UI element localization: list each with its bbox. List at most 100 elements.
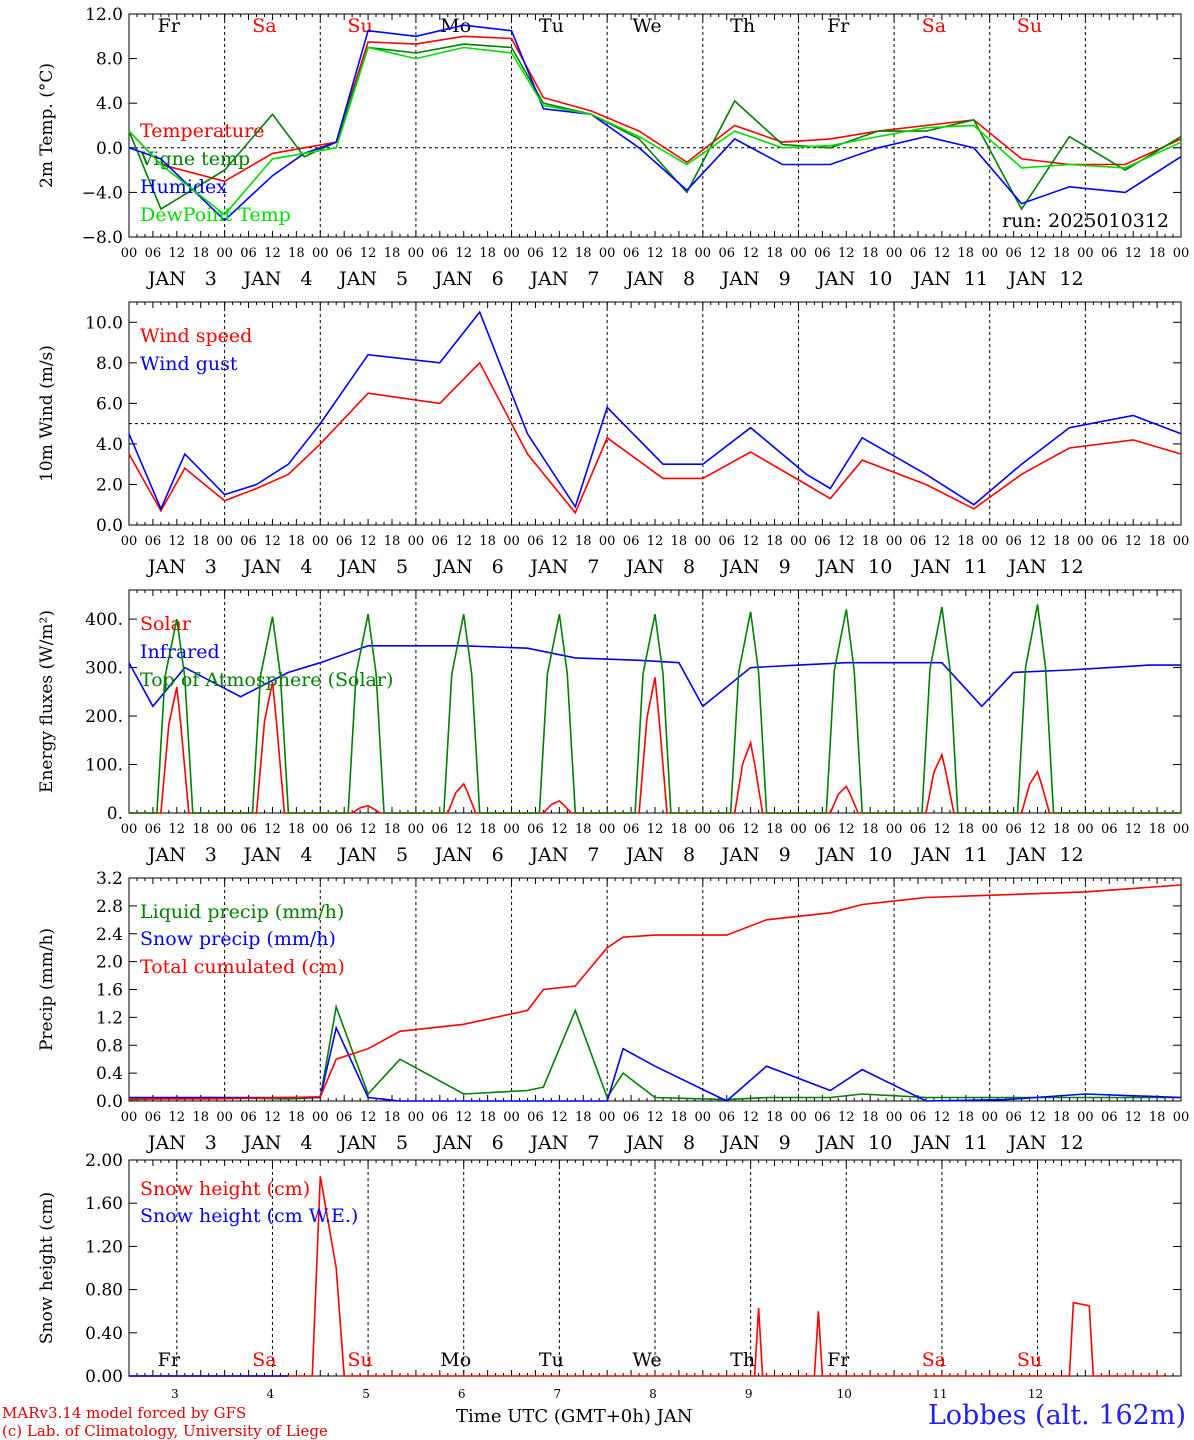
weekday-label: Tu bbox=[539, 15, 564, 37]
x-month-label: JAN bbox=[1007, 268, 1047, 290]
x-hour-label: 18 bbox=[1053, 246, 1070, 261]
x-month-label: JAN bbox=[337, 844, 377, 866]
x-hour-label: 00 bbox=[1077, 534, 1094, 549]
weekday-label: Su bbox=[1017, 15, 1042, 37]
x-day-label: 7 bbox=[587, 556, 599, 578]
x-day-label: 9 bbox=[779, 1132, 791, 1154]
series-line-wind-speed bbox=[128, 361, 1182, 515]
x-hour-label: 06 bbox=[145, 534, 162, 549]
legend-entry: Snow height (cm W.E.) bbox=[140, 1205, 358, 1227]
x-hour-label: 18 bbox=[958, 246, 975, 261]
x-hour-label: 12 bbox=[838, 1110, 855, 1125]
x-month-label: JAN bbox=[624, 268, 664, 290]
y-tick-label: 0.00 bbox=[85, 1367, 123, 1387]
x-hour-label: 00 bbox=[981, 246, 998, 261]
x-day-label: 9 bbox=[779, 844, 791, 866]
x-month-label: JAN bbox=[815, 1132, 855, 1154]
x-hour-label: 18 bbox=[671, 534, 688, 549]
x-hour-label: 18 bbox=[1149, 534, 1166, 549]
x-hour-label: 00 bbox=[1173, 822, 1190, 837]
x-hour-label: 06 bbox=[432, 1110, 449, 1125]
x-day-number: 12 bbox=[1028, 1387, 1043, 1401]
x-hour-label: 12 bbox=[742, 246, 759, 261]
legend-entry: Snow height (cm) bbox=[140, 1178, 310, 1200]
x-hour-label: 12 bbox=[360, 1110, 377, 1125]
x-hour-label: 06 bbox=[336, 822, 353, 837]
weekday-label: Sa bbox=[252, 15, 276, 37]
series-line-total-cumulated-cm- bbox=[129, 884, 1182, 1100]
x-hour-label: 12 bbox=[551, 822, 568, 837]
x-hour-label: 06 bbox=[432, 246, 449, 261]
x-month-label: JAN bbox=[146, 268, 186, 290]
x-day-label: 11 bbox=[964, 844, 988, 866]
legend-entry: Wind speed bbox=[140, 325, 252, 347]
x-month-label: JAN bbox=[241, 268, 281, 290]
x-hour-label: 00 bbox=[312, 534, 329, 549]
x-hour-label: 06 bbox=[910, 1110, 927, 1125]
y-tick-label: 8.0 bbox=[96, 354, 123, 374]
x-day-label: 8 bbox=[683, 268, 695, 290]
y-tick-label: 6.0 bbox=[96, 394, 123, 414]
x-month-label: JAN bbox=[433, 268, 473, 290]
x-day-label: 8 bbox=[683, 1132, 695, 1154]
x-hour-label: 12 bbox=[551, 246, 568, 261]
legend-entry: Top of Atmosphere (Solar) bbox=[140, 669, 393, 691]
x-hour-label: 12 bbox=[647, 1110, 664, 1125]
y-tick-label: 0.80 bbox=[85, 1281, 123, 1301]
x-day-number: 10 bbox=[837, 1387, 852, 1401]
x-hour-label: 18 bbox=[1053, 1110, 1070, 1125]
x-hour-label: 18 bbox=[288, 822, 305, 837]
legend-entry: Snow precip (mm/h) bbox=[140, 928, 336, 950]
x-day-label: 4 bbox=[300, 556, 312, 578]
x-hour-label: 06 bbox=[910, 534, 927, 549]
y-tick-label: 1.20 bbox=[85, 1237, 123, 1257]
x-day-label: 10 bbox=[868, 556, 892, 578]
x-day-label: 11 bbox=[964, 556, 988, 578]
x-hour-label: 06 bbox=[1005, 822, 1022, 837]
x-hour-label: 06 bbox=[1101, 1110, 1118, 1125]
x-hour-label: 06 bbox=[527, 246, 544, 261]
legend-entry: DewPoint Temp bbox=[140, 204, 291, 226]
weekday-label: Mo bbox=[440, 1349, 471, 1371]
x-hour-label: 18 bbox=[862, 822, 879, 837]
x-hour-label: 00 bbox=[886, 1110, 903, 1125]
y-tick-label: 1.6 bbox=[96, 981, 123, 1001]
y-tick-label: 2.4 bbox=[96, 925, 123, 945]
x-hour-label: 18 bbox=[288, 1110, 305, 1125]
x-month-label: JAN bbox=[528, 1132, 568, 1154]
x-month-label: JAN bbox=[241, 844, 281, 866]
x-hour-label: 12 bbox=[455, 822, 472, 837]
x-hour-label: 18 bbox=[288, 246, 305, 261]
x-hour-label: 18 bbox=[575, 822, 592, 837]
x-hour-label: 00 bbox=[312, 246, 329, 261]
x-hour-label: 06 bbox=[336, 1110, 353, 1125]
x-day-label: 6 bbox=[492, 556, 504, 578]
x-hour-label: 06 bbox=[1005, 534, 1022, 549]
x-hour-label: 00 bbox=[216, 246, 233, 261]
x-month-label: JAN bbox=[528, 844, 568, 866]
x-month-label: JAN bbox=[528, 268, 568, 290]
x-hour-label: 00 bbox=[216, 534, 233, 549]
x-hour-label: 06 bbox=[527, 822, 544, 837]
x-hour-label: 18 bbox=[479, 1110, 496, 1125]
x-hour-label: 18 bbox=[671, 822, 688, 837]
x-hour-label: 12 bbox=[455, 1110, 472, 1125]
x-hour-label: 18 bbox=[766, 246, 783, 261]
x-hour-label: 18 bbox=[192, 246, 209, 261]
x-hour-label: 18 bbox=[384, 246, 401, 261]
x-hour-label: 00 bbox=[1173, 534, 1190, 549]
x-day-label: 10 bbox=[868, 268, 892, 290]
y-tick-label: 0.4 bbox=[96, 1064, 123, 1084]
x-month-label: JAN bbox=[1007, 1132, 1047, 1154]
y-tick-label: 1.60 bbox=[85, 1194, 123, 1214]
y-tick-label: 4.0 bbox=[96, 435, 123, 455]
x-hour-label: 06 bbox=[527, 1110, 544, 1125]
x-day-label: 10 bbox=[868, 1132, 892, 1154]
x-hour-label: 00 bbox=[1173, 1110, 1190, 1125]
y-tick-label: 400. bbox=[85, 610, 123, 630]
x-hour-label: 00 bbox=[121, 1110, 138, 1125]
weekday-label: Fr bbox=[158, 1349, 181, 1371]
y-tick-label: 200. bbox=[85, 707, 123, 727]
x-hour-label: 00 bbox=[408, 1110, 425, 1125]
weekday-label: We bbox=[632, 15, 661, 37]
